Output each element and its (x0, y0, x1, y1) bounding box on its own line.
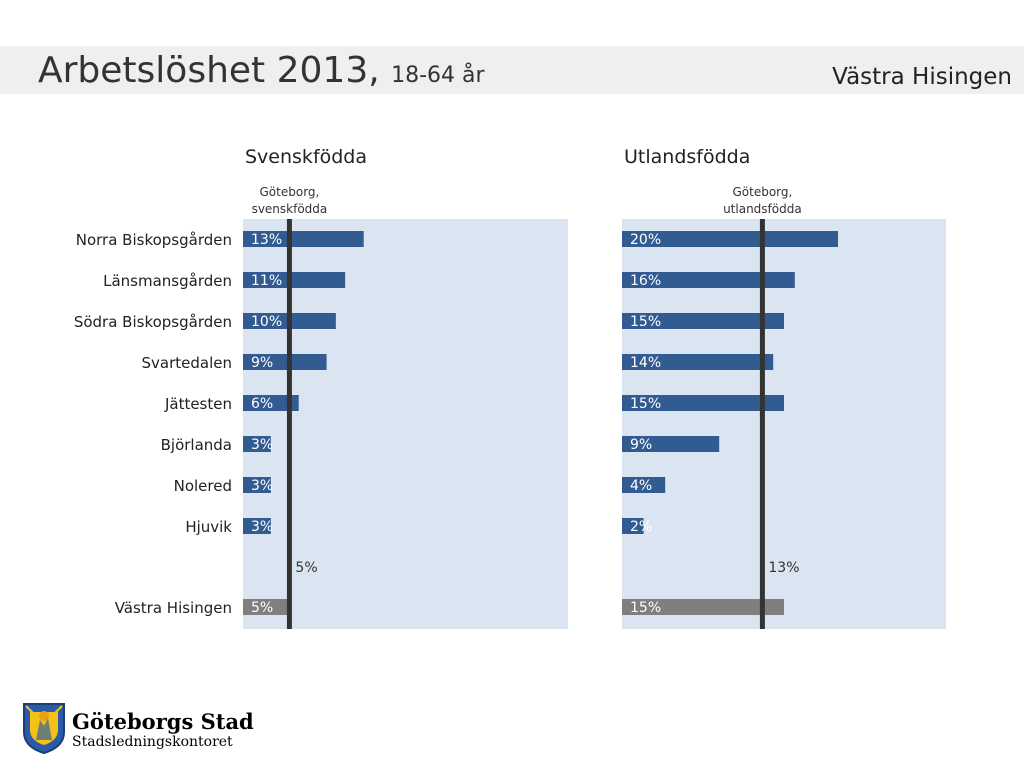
chart-2-data-label-1: 20% (630, 232, 661, 248)
chart-2-data-label-6: 9% (630, 437, 652, 453)
chart-2-data-label-2: 16% (630, 273, 661, 289)
chart-1-category-label-6: Björlanda (161, 436, 232, 454)
chart-2-bar-3 (622, 313, 784, 329)
chart-2-bar-8 (622, 518, 644, 534)
chart-1-category-label-1: Norra Biskopsgården (76, 231, 232, 249)
chart-1-category-label-4: Svartedalen (142, 354, 232, 372)
chart-1-data-label-9: 5% (251, 600, 273, 616)
charts-area: Svenskfödda Göteborg, svenskfödda 13% Norra … (74, 146, 946, 629)
chart-1-bar-6 (243, 436, 271, 452)
chart-1-title: Svenskfödda (245, 146, 367, 168)
goteborg-lion-crest-icon (23, 703, 65, 755)
chart-1-data-label-8: 3% (251, 519, 273, 535)
chart-1-reference-value-label: 5% (295, 560, 317, 576)
chart-2-reference-label-line1: Göteborg, (732, 185, 792, 199)
chart-1-category-label-9: Västra Hisingen (115, 599, 232, 617)
chart-2-data-label-7: 4% (630, 478, 652, 494)
region-name: Västra Hisingen (832, 64, 1012, 90)
chart-1-bar-2 (243, 272, 346, 288)
chart-1-reference-label-line1: Göteborg, (260, 185, 320, 199)
chart-2-bar-4 (622, 354, 774, 370)
chart-1-data-label-6: 3% (251, 437, 273, 453)
chart-1-data-label-5: 6% (251, 396, 273, 412)
chart-2-reference-value-label: 13% (768, 560, 799, 576)
chart-2-data-label-5: 15% (630, 396, 661, 412)
chart-2-title: Utlandsfödda (624, 146, 750, 168)
chart-2-data-label-8: 2% (630, 519, 652, 535)
chart-1-category-label-3: Södra Biskopsgården (74, 313, 232, 331)
page-title-main: Arbetslöshet 2013, (38, 50, 380, 91)
chart-2-bar-6 (622, 436, 720, 452)
chart-1-bar-9 (243, 599, 290, 615)
chart-1-data-label-4: 9% (251, 355, 273, 371)
chart-2-bar-2 (622, 272, 795, 288)
chart-1-category-label-8: Hjuvik (185, 518, 232, 536)
title-band (0, 46, 1024, 94)
chart-1-bar-1 (243, 231, 364, 247)
chart-2-reference-label-line2: utlandsfödda (723, 202, 802, 216)
chart-1-data-label-2: 11% (251, 273, 282, 289)
chart-1-data-label-3: 10% (251, 314, 282, 330)
chart-2-data-label-9: 15% (630, 600, 661, 616)
page-title: Arbetslöshet 2013, 18-64 år (38, 50, 485, 91)
dept-name: Stadsledningskontoret (72, 734, 233, 750)
chart-1-category-label-2: Länsmansgården (103, 272, 232, 290)
chart-1-data-label-7: 3% (251, 478, 273, 494)
chart-1-bar-7 (243, 477, 271, 493)
chart-1-data-label-1: 13% (251, 232, 282, 248)
chart-2-bar-7 (622, 477, 666, 493)
chart-2-data-label-4: 14% (630, 355, 661, 371)
org-name: Göteborgs Stad (72, 709, 254, 734)
chart-2-bar-5 (622, 395, 784, 411)
logo (20, 700, 260, 756)
chart-1-category-label-7: Nolered (174, 477, 232, 495)
chart-2-data-label-3: 15% (630, 314, 661, 330)
chart-1-bar-8 (243, 518, 271, 534)
chart-1-bar-5 (243, 395, 299, 411)
page-subtitle: 18-64 år (391, 63, 485, 88)
chart-1-category-label-5: Jättesten (164, 395, 232, 413)
chart-2-bar-1 (622, 231, 838, 247)
chart-2-bar-9 (622, 599, 784, 615)
chart-1-reference-label-line2: svenskfödda (252, 202, 328, 216)
chart-1-bar-4 (243, 354, 327, 370)
